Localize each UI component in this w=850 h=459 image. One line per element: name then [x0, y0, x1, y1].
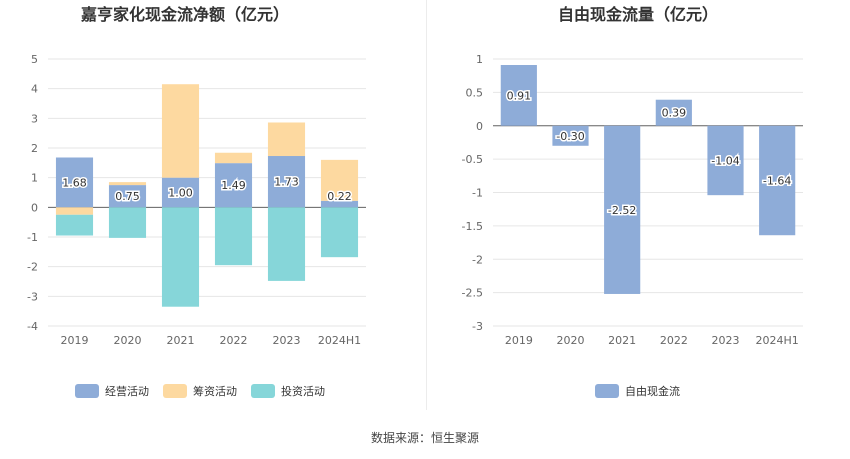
data-label: -1.64 [763, 174, 791, 187]
y-tick-label: 4 [31, 83, 38, 96]
bar-自由现金流-2021[interactable] [604, 125, 641, 294]
bar-经营活动-2019[interactable] [55, 157, 94, 208]
y-tick-label: -1 [472, 187, 483, 200]
y-tick-label: 0.5 [466, 86, 484, 99]
legend-swatch[interactable] [251, 384, 275, 398]
bar-经营活动-2022[interactable] [214, 163, 253, 208]
chart-divider [426, 0, 427, 410]
data-label: 0.75 [115, 190, 140, 203]
y-tick-label: -1 [27, 231, 38, 244]
y-tick-label: 3 [31, 112, 38, 125]
bar-投资活动-2022[interactable] [214, 207, 253, 266]
y-tick-label: 2 [31, 142, 38, 155]
x-tick-label: 2020 [557, 334, 585, 347]
bar-筹资活动-2021[interactable] [161, 84, 200, 178]
y-tick-label: -2 [472, 253, 483, 266]
y-tick-label: 5 [31, 53, 38, 66]
x-tick-label: 2022 [220, 334, 248, 347]
bar-投资活动-2024H1[interactable] [320, 207, 359, 258]
legend-swatch[interactable] [75, 384, 99, 398]
legend-label[interactable]: 自由现金流 [625, 384, 680, 398]
bar-投资活动-2021[interactable] [161, 207, 200, 307]
bar-经营活动-2024H1[interactable] [320, 200, 359, 208]
data-label: 1.49 [221, 179, 246, 192]
y-tick-label: -1.5 [462, 220, 483, 233]
y-tick-label: -3 [472, 320, 483, 333]
legend-label[interactable]: 投资活动 [281, 384, 325, 398]
x-tick-label: 2019 [505, 334, 533, 347]
x-tick-label: 2020 [114, 334, 142, 347]
bar-自由现金流-2020[interactable] [552, 125, 589, 146]
free-cash-flow-chart: 自由现金流量（亿元） 1 0.5 0 -0.5 -1 -1.5 -2 -2.5 -3 2019 20… [462, 5, 803, 398]
data-label: -1.04 [711, 154, 739, 167]
bar-投资活动-2020[interactable] [108, 207, 147, 238]
data-source: 数据来源：恒生聚源 [370, 431, 479, 445]
data-label: 0.22 [327, 190, 352, 203]
bar-投资活动-2023[interactable] [267, 207, 306, 281]
y-tick-label: 0 [31, 201, 38, 214]
bar-筹资活动-2019[interactable] [55, 207, 94, 215]
bar-自由现金流-2023[interactable] [707, 125, 744, 196]
y-tick-label: 1 [476, 53, 483, 66]
left-chart-title: 嘉亨家化现金流净额（亿元） [80, 5, 289, 24]
data-label: -2.52 [608, 204, 636, 217]
bar-筹资活动-2022[interactable] [214, 152, 253, 164]
data-label: 0.39 [662, 107, 687, 120]
x-tick-label: 2023 [712, 334, 740, 347]
y-tick-label: -4 [27, 320, 38, 333]
y-tick-label: 1 [31, 172, 38, 185]
x-tick-label: 2021 [167, 334, 195, 347]
x-tick-label: 2023 [273, 334, 301, 347]
bar-经营活动-2021[interactable] [161, 177, 200, 208]
x-tick-label: 2021 [608, 334, 636, 347]
data-label: 1.68 [62, 176, 87, 189]
bar-自由现金流-2022[interactable] [655, 99, 692, 126]
y-tick-label: -2 [27, 261, 38, 274]
bar-筹资活动-2020[interactable] [108, 182, 147, 186]
bar-筹资活动-2023[interactable] [267, 122, 306, 157]
data-label: 1.00 [168, 187, 193, 200]
y-tick-label: -0.5 [462, 153, 483, 166]
data-label: 0.91 [507, 89, 532, 102]
legend-swatch[interactable] [163, 384, 187, 398]
x-tick-label: 2019 [61, 334, 89, 347]
y-tick-label: 0 [476, 120, 483, 133]
bar-投资活动-2019[interactable] [55, 214, 94, 236]
x-tick-label: 2022 [660, 334, 688, 347]
bar-自由现金流-2024H1[interactable] [759, 125, 796, 236]
y-tick-label: -2.5 [462, 287, 483, 300]
x-tick-label: 2024H1 [756, 334, 799, 347]
legend-swatch[interactable] [595, 384, 619, 398]
bar-经营活动-2023[interactable] [267, 156, 306, 208]
bar-经营活动-2020[interactable] [108, 185, 147, 208]
y-tick-label: -3 [27, 290, 38, 303]
legend-label[interactable]: 经营活动 [105, 384, 149, 398]
x-tick-label: 2024H1 [318, 334, 361, 347]
cash-flow-net-chart: 嘉亨家化现金流净额（亿元） 5 4 3 2 1 0 -1 -2 -3 -4 2019 2020 2021… [27, 5, 366, 398]
data-label: 1.73 [274, 176, 299, 189]
bar-筹资活动-2024H1[interactable] [320, 159, 359, 201]
right-chart-title: 自由现金流量（亿元） [558, 5, 718, 24]
legend-label[interactable]: 筹资活动 [193, 384, 237, 398]
bar-自由现金流-2019[interactable] [500, 65, 537, 126]
data-label: -0.30 [556, 130, 584, 143]
